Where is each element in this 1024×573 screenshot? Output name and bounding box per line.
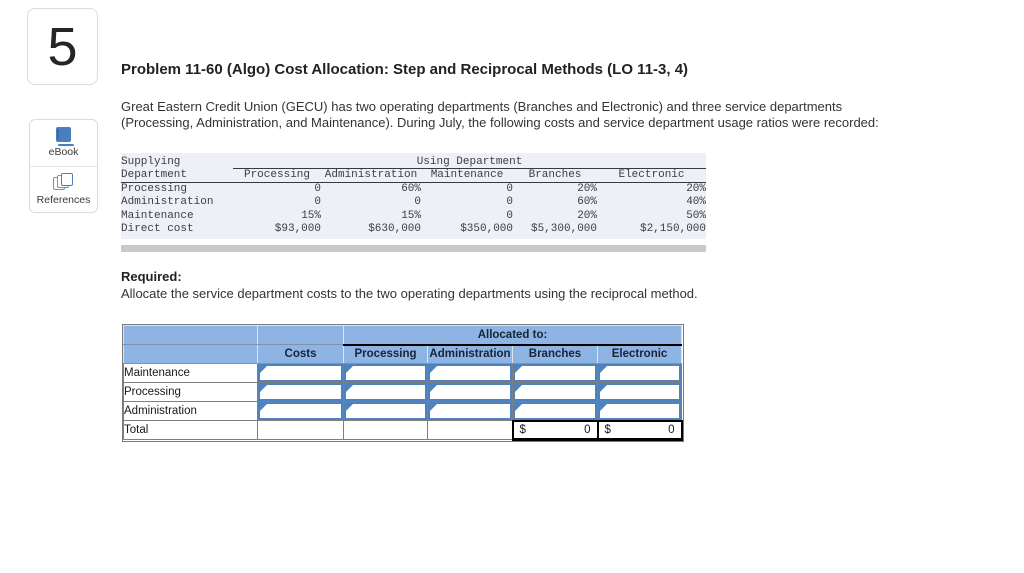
- problem-intro: Great Eastern Credit Union (GECU) has tw…: [121, 99, 941, 132]
- answer-cell-processing-electronic[interactable]: [596, 382, 683, 402]
- answer-cell-administration-administration[interactable]: [427, 401, 513, 421]
- usage-col-branches: Branches: [513, 168, 597, 183]
- answer-cell-maintenance-electronic[interactable]: [596, 363, 683, 383]
- ebook-label: eBook: [48, 146, 79, 159]
- answer-cell-administration-processing[interactable]: [343, 401, 428, 421]
- answer-cell-processing-processing[interactable]: [343, 382, 428, 402]
- usage-col-maintenance: Maintenance: [421, 168, 513, 183]
- total-branches-value: 0: [584, 423, 591, 436]
- usage-table-horizontal-scrollbar[interactable]: [121, 245, 706, 252]
- row-label: Maintenance: [121, 209, 194, 222]
- usage-row-processing: Processing 0 60% 0 20% 20%: [121, 182, 706, 196]
- usage-row-administration: Administration 0 0 0 60% 40%: [121, 196, 706, 210]
- question-toolbar: eBook References: [29, 119, 98, 213]
- answer-cell-maintenance-branches[interactable]: [512, 363, 598, 383]
- row-label-administration: Administration: [123, 401, 258, 421]
- allocation-table-container: Allocated to: Costs Processing Administr…: [122, 324, 684, 442]
- table-row: Processing: [123, 382, 683, 402]
- cell-value: 0: [414, 196, 421, 209]
- ebook-icon: [56, 127, 74, 147]
- cell-value: 0: [506, 209, 513, 222]
- cell-value: 15%: [401, 209, 421, 222]
- problem-title: Problem 11-60 (Algo) Cost Allocation: St…: [121, 61, 689, 78]
- col-header-processing: Processing: [343, 344, 428, 364]
- cell-value: $630,000: [368, 223, 421, 236]
- cell-value: 0: [314, 183, 321, 195]
- answer-cell-processing-costs[interactable]: [257, 382, 344, 402]
- answer-cell-maintenance-costs[interactable]: [257, 363, 344, 383]
- references-label: References: [36, 193, 91, 206]
- answer-cell-administration-costs[interactable]: [257, 401, 344, 421]
- answer-cell-maintenance-administration[interactable]: [427, 363, 513, 383]
- cell-value: 60%: [401, 183, 421, 195]
- cell-value: $2,150,000: [639, 223, 706, 236]
- usage-supplying-header-line2: Department: [121, 168, 233, 183]
- question-number-box: 5: [27, 8, 98, 85]
- col-header-branches: Branches: [512, 344, 598, 364]
- cell-value: 20%: [686, 183, 706, 195]
- usage-table-container: Supplying Using Department Department Pr…: [121, 153, 706, 239]
- usage-col-administration: Administration: [321, 168, 421, 183]
- header-spacer: [123, 344, 258, 364]
- total-electronic-cell: $ 0: [596, 419, 683, 441]
- row-label: Direct cost: [121, 223, 194, 236]
- col-header-administration: Administration: [427, 344, 513, 364]
- col-header-electronic: Electronic: [596, 344, 683, 364]
- answer-cell-administration-electronic[interactable]: [596, 401, 683, 421]
- row-label-maintenance: Maintenance: [123, 363, 258, 383]
- usage-col-processing: Processing: [233, 168, 321, 183]
- usage-supplying-header-line1: Supplying: [121, 155, 181, 168]
- row-label: Administration: [121, 196, 214, 209]
- row-label: Processing: [121, 183, 188, 195]
- currency-symbol: $: [604, 423, 611, 436]
- required-heading: Required:: [121, 269, 182, 284]
- answer-cell-processing-administration[interactable]: [427, 382, 513, 402]
- usage-table: Supplying Using Department Department Pr…: [121, 155, 706, 236]
- cell-value: 20%: [577, 209, 597, 222]
- question-number: 5: [47, 16, 78, 77]
- header-spacer: [257, 325, 344, 345]
- table-row-total: Total $ 0 $ 0: [123, 419, 683, 441]
- cell-value: 20%: [577, 183, 597, 195]
- cell-value: 40%: [686, 196, 706, 209]
- cell-value: $5,300,000: [530, 223, 597, 236]
- total-empty-cell: [257, 420, 344, 440]
- cell-value: 15%: [301, 209, 321, 222]
- cell-value: 0: [506, 196, 513, 209]
- intro-line-1: Great Eastern Credit Union (GECU) has tw…: [121, 99, 843, 114]
- intro-line-2: (Processing, Administration, and Mainten…: [121, 115, 879, 131]
- required-instruction: Allocate the service department costs to…: [121, 286, 698, 301]
- table-row: Administration: [123, 401, 683, 421]
- usage-row-maintenance: Maintenance 15% 15% 0 20% 50%: [121, 209, 706, 223]
- table-row: Maintenance: [123, 363, 683, 383]
- usage-using-department-header: Using Department: [233, 155, 706, 169]
- cell-value: 0: [314, 196, 321, 209]
- col-header-costs: Costs: [257, 344, 344, 364]
- sidebar-item-ebook[interactable]: eBook: [30, 120, 97, 166]
- cell-value: $93,000: [274, 223, 321, 236]
- answer-cell-maintenance-processing[interactable]: [343, 363, 428, 383]
- references-icon: [53, 172, 74, 190]
- cell-value: 50%: [686, 209, 706, 222]
- total-electronic-value: 0: [668, 423, 675, 436]
- answer-cell-administration-branches[interactable]: [512, 401, 598, 421]
- currency-symbol: $: [519, 423, 526, 436]
- cell-value: $350,000: [460, 223, 513, 236]
- total-branches-cell: $ 0: [511, 419, 599, 441]
- cell-value: 0: [506, 183, 513, 195]
- row-label-total: Total: [123, 420, 258, 440]
- row-label-processing: Processing: [123, 382, 258, 402]
- total-empty-cell: [427, 420, 513, 440]
- cell-value: 60%: [577, 196, 597, 209]
- answer-cell-processing-branches[interactable]: [512, 382, 598, 402]
- total-empty-cell: [343, 420, 428, 440]
- usage-col-electronic: Electronic: [597, 168, 706, 183]
- usage-row-direct-cost: Direct cost $93,000 $630,000 $350,000 $5…: [121, 223, 706, 237]
- allocated-to-header: Allocated to:: [342, 325, 683, 346]
- allocation-table: Allocated to: Costs Processing Administr…: [123, 325, 683, 441]
- header-spacer: [123, 325, 258, 345]
- sidebar-item-references[interactable]: References: [30, 165, 97, 213]
